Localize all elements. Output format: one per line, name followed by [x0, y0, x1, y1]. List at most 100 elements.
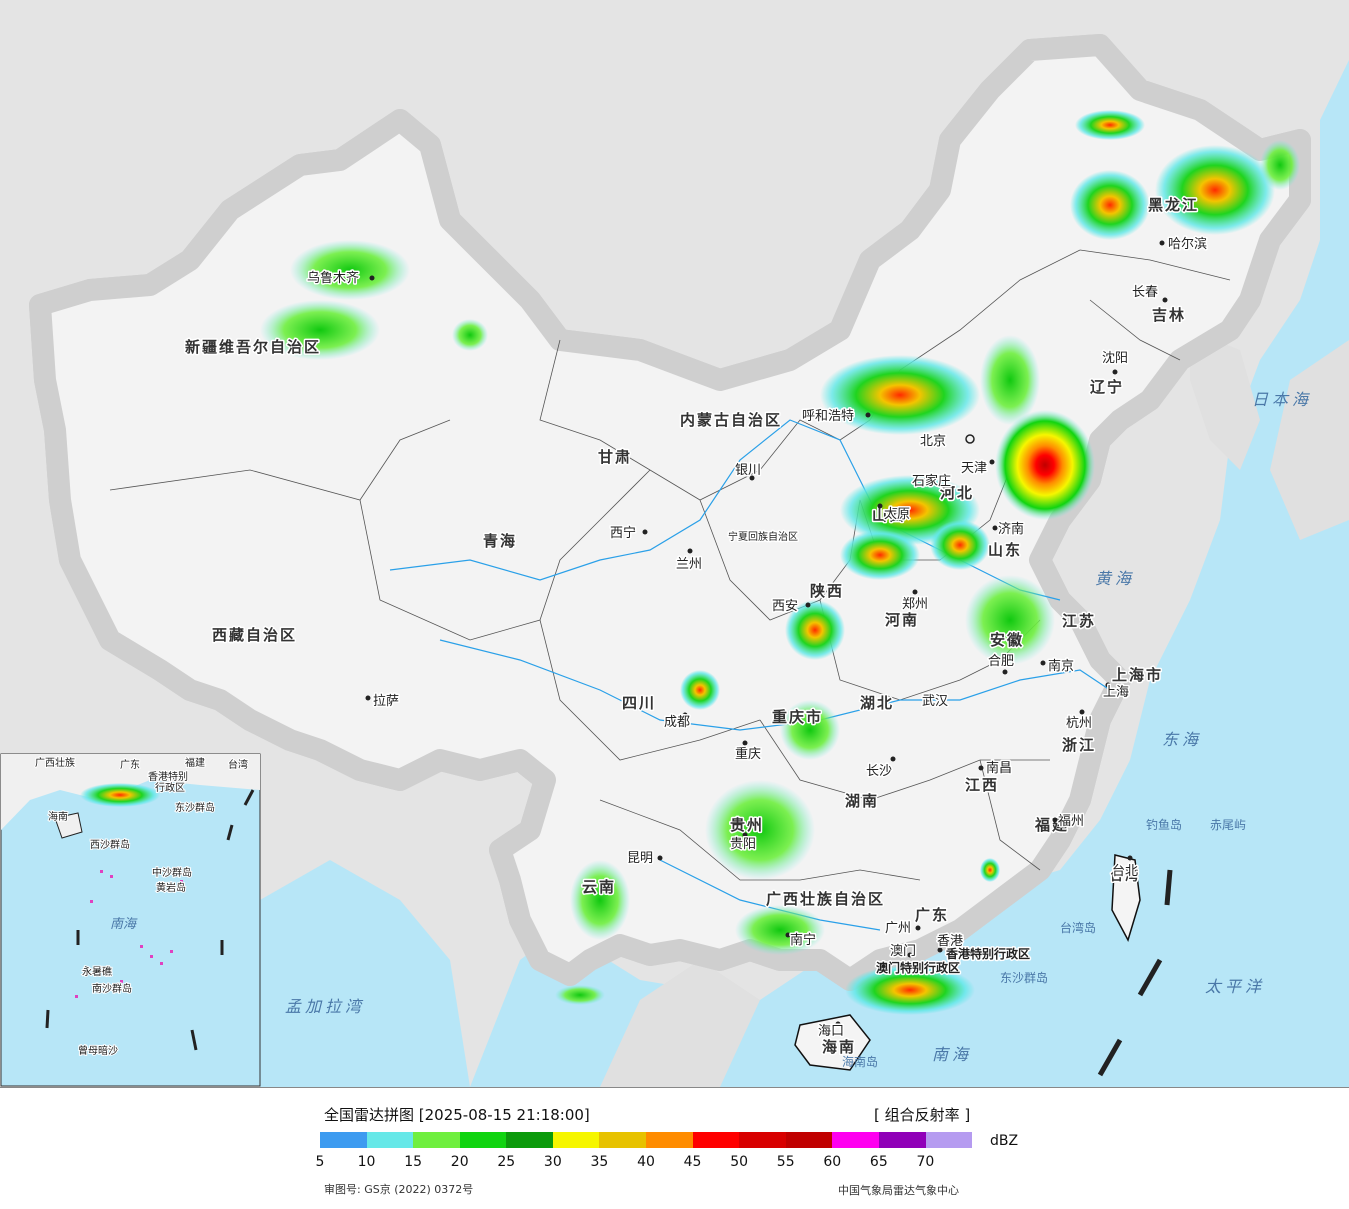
legend-swatch [785, 1132, 833, 1148]
inset-hainan: 海南 [48, 810, 68, 823]
city-hefei: 合肥 [988, 654, 1014, 669]
island-diaoyu: 钓鱼岛 [1146, 817, 1182, 832]
city-chengdu: 成都 [664, 715, 690, 730]
legend-panel: 全国雷达拼图 [2025-08-15 21:18:00] [ 组合反射率 ] d… [0, 1087, 1349, 1209]
legend-ticks: 5 10 15 20 25 30 35 40 45 50 55 60 65 70 [316, 1154, 972, 1172]
inset-xisha: 西沙群岛 [90, 838, 130, 851]
legend-tick-label: 70 [916, 1154, 935, 1170]
label-xizang: 西藏自治区 [212, 626, 297, 644]
legend-swatch [506, 1132, 553, 1148]
city-shenyang: 沈阳 [1102, 351, 1128, 366]
land-indochina [600, 960, 760, 1087]
inset-nansha: 南沙群岛 [92, 982, 132, 995]
label-shaanxi: 陕西 [810, 582, 844, 600]
legend-unit: dBZ [990, 1133, 1019, 1149]
legend-tick-label: 30 [543, 1154, 562, 1170]
label-guangdong: 广东 [915, 906, 949, 924]
label-hebei: 河北 [940, 484, 974, 502]
city-xian: 西安 [772, 599, 798, 614]
city-macao: 澳门 [890, 943, 916, 959]
sea-south: 南海 [932, 1045, 972, 1064]
label-sichuan: 四川 [622, 694, 656, 712]
label-hubei: 湖北 [860, 694, 894, 712]
ocean-east [470, 0, 1349, 1087]
issuer-name: 中国气象局雷达气象中心 [838, 1184, 959, 1197]
label-fujian: 福建 [1034, 816, 1069, 834]
sea-labels: 日本海 黄海 东海 太平洋 南海 孟加拉湾 钓鱼岛 赤尾屿 台湾岛 海南岛 东沙… [285, 390, 1312, 1069]
city-urumqi: 乌鲁木齐 [307, 270, 359, 286]
sea-japan: 日本海 [1252, 390, 1312, 409]
label-jiangxi: 江西 [965, 776, 999, 794]
island-dongsha: 东沙群岛 [1000, 970, 1048, 985]
label-shanxi: 山西 [872, 506, 906, 524]
hainan-island [794, 1014, 871, 1071]
land-japan [1270, 340, 1349, 540]
map-approval-number: 审图号: GS京 (2022) 0372号 [324, 1183, 474, 1196]
legend-swatch [739, 1132, 786, 1148]
legend-swatch [878, 1132, 926, 1148]
legend-swatch [459, 1132, 507, 1148]
label-hongkong: 香港特别行政区 [945, 946, 1030, 961]
legend-swatch [413, 1132, 460, 1148]
sea-east: 东海 [1162, 730, 1202, 749]
legend-swatch [552, 1132, 600, 1148]
legend-tick-label: 50 [730, 1154, 749, 1170]
inset-fujian: 福建 [185, 756, 205, 769]
legend-color-bar [320, 1132, 973, 1148]
city-taiyuan: 太原 [884, 507, 910, 522]
legend-tick-label: 55 [776, 1154, 795, 1170]
inset-southsea: 南海 [110, 917, 138, 932]
label-taiwan: 台湾 [1110, 868, 1140, 884]
city-yinchuan: 银川 [735, 463, 761, 478]
legend-tick-label: 65 [869, 1154, 888, 1170]
label-chongqing: 重庆市 [772, 708, 823, 726]
legend-swatch [646, 1132, 693, 1148]
label-guangxi: 广西壮族自治区 [766, 890, 885, 908]
inset-zhongsha: 中沙群岛 [152, 866, 192, 879]
city-harbin: 哈尔滨 [1168, 236, 1207, 252]
inset-hk-2: 行政区 [155, 781, 185, 794]
legend-product: [ 组合反射率 ] [874, 1106, 971, 1124]
legend-tick-label: 35 [590, 1154, 609, 1170]
legend-swatch [599, 1132, 647, 1148]
island-chiwei: 赤尾屿 [1210, 818, 1246, 832]
city-taipei: 台北 [1112, 864, 1138, 879]
city-nanchang: 南昌 [986, 760, 1012, 776]
city-jinan: 济南 [998, 521, 1024, 537]
legend-title: 全国雷达拼图 [2025-08-15 21:18:00] [324, 1106, 590, 1124]
label-xinjiang: 新疆维吾尔自治区 [185, 338, 321, 356]
legend-tick-label: 15 [404, 1154, 423, 1170]
city-shijiazhuang: 石家庄 [912, 473, 951, 489]
city-kunming: 昆明 [627, 851, 653, 866]
city-changchun: 长春 [1132, 285, 1158, 300]
map-canvas: 新疆维吾尔自治区 西藏自治区 青海 甘肃 内蒙古自治区 四川 云南 广西壮族自治… [0, 0, 1349, 1087]
label-liaoning: 辽宁 [1090, 378, 1124, 396]
sea-yellow: 黄海 [1095, 569, 1135, 588]
label-jiangsu: 江苏 [1062, 612, 1096, 630]
inset-guangdong: 广东 [120, 758, 140, 771]
legend-tick-label: 5 [315, 1154, 325, 1170]
legend-swatch [366, 1132, 414, 1148]
city-hangzhou: 杭州 [1066, 716, 1092, 731]
city-nanjing: 南京 [1048, 658, 1074, 674]
city-zhengzhou: 郑州 [902, 597, 928, 612]
label-gansu: 甘肃 [598, 448, 632, 466]
legend-swatch [320, 1132, 367, 1148]
island-taiwan: 台湾岛 [1060, 920, 1096, 935]
city-fuzhou: 福州 [1058, 814, 1084, 829]
label-hunan: 湖南 [845, 792, 879, 810]
legend-tick-label: 45 [683, 1154, 702, 1170]
label-qinghai: 青海 [483, 532, 517, 550]
label-shanghai: 上海市 [1112, 666, 1163, 684]
label-macao: 澳门特别行政区 [876, 960, 960, 975]
city-chongqing: 重庆 [735, 746, 761, 762]
radar-map: 新疆维吾尔自治区 西藏自治区 青海 甘肃 内蒙古自治区 四川 云南 广西壮族自治… [0, 0, 1349, 1087]
city-guangzhou: 广州 [885, 921, 911, 936]
land-korea [1190, 330, 1260, 470]
inset-yongshu: 永暑礁 [82, 965, 112, 978]
label-ningxia: 宁夏回族自治区 [728, 530, 798, 543]
label-zhejiang: 浙江 [1062, 736, 1096, 754]
city-shanghai: 上海 [1103, 685, 1129, 700]
legend-tick-label: 10 [357, 1154, 376, 1170]
label-shandong: 山东 [988, 541, 1022, 559]
